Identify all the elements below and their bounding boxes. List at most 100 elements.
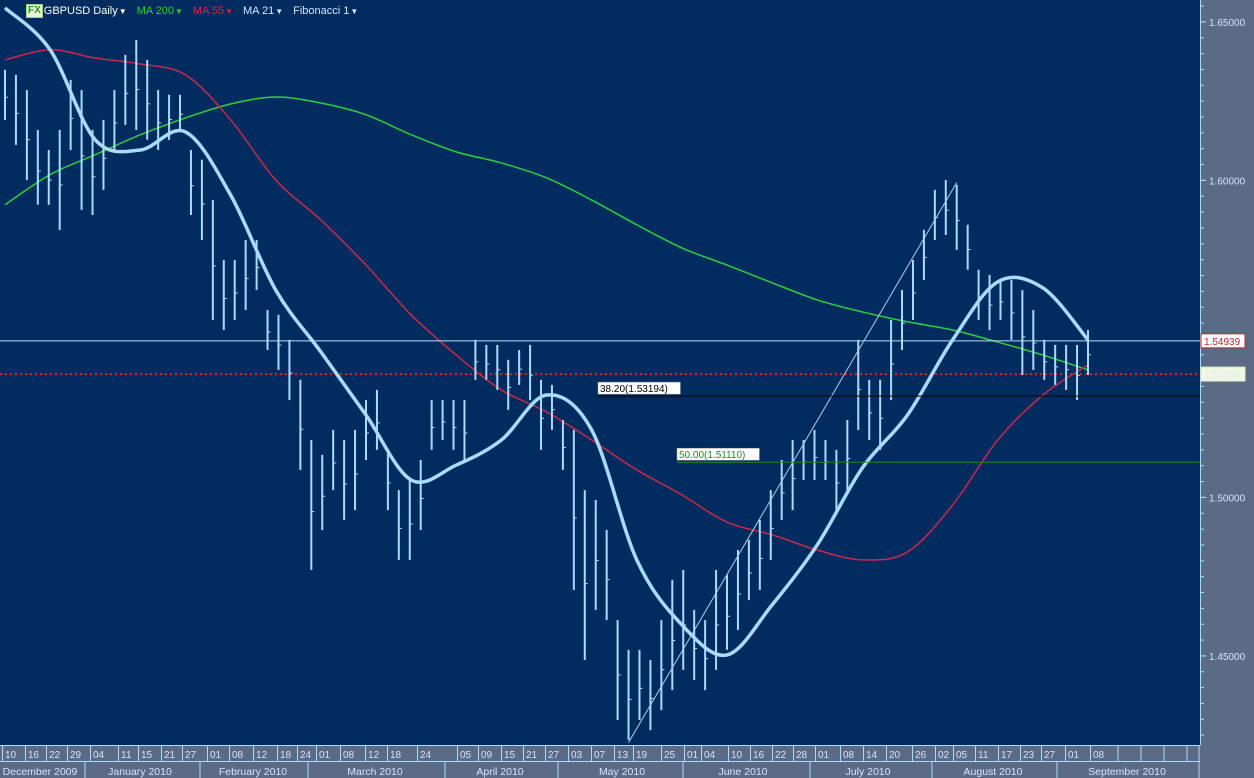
fibonacci-label-box: [676, 447, 760, 461]
time-axis-day-label: 05: [460, 750, 472, 761]
time-axis-day-label: 27: [548, 750, 560, 761]
time-axis-day-label: 01: [210, 750, 222, 761]
time-axis-day-label: 20: [889, 750, 901, 761]
price-axis-label: 1.45000: [1209, 652, 1246, 663]
time-axis-month-label: June 2010: [718, 766, 767, 778]
price-tag-label: 1.53890: [1204, 370, 1241, 381]
time-axis-day-label: 08: [343, 750, 355, 761]
fx-badge-icon: FX: [26, 4, 43, 18]
time-axis-day-label: 27: [1044, 750, 1056, 761]
time-axis-month-label: January 2010: [108, 766, 172, 778]
time-axis-day-label: 10: [731, 750, 743, 761]
time-axis-day-label: 13: [617, 750, 629, 761]
time-axis-day-label: 16: [28, 750, 40, 761]
caret-down-icon: ▼: [275, 7, 284, 16]
symbol-label: GBPUSD Daily: [43, 5, 118, 17]
indicator-ma200-menu[interactable]: MA 200▼: [137, 5, 183, 17]
time-axis-day-label: 07: [594, 750, 606, 761]
indicator-fibonacci-menu[interactable]: Fibonacci 1▼: [293, 5, 358, 17]
time-axis[interactable]: 10 16 22 29 04 11 15 21 27 01 08 12 18 24 01 08 12 18 24 05…: [0, 745, 1254, 778]
time-axis-day-label: 04: [704, 750, 716, 761]
time-axis-day-label: 15: [504, 750, 516, 761]
ma-55-line: [4, 49, 1089, 561]
time-axis-month-label: December 2009: [3, 766, 78, 778]
indicator-label: MA 55: [192, 5, 225, 17]
time-axis-day-label: 24: [420, 750, 432, 761]
time-axis-day-label: 05: [956, 750, 968, 761]
time-axis-day-label: 22: [49, 750, 61, 761]
time-axis-day-label: 23: [1023, 750, 1035, 761]
time-axis-day-label: 04: [93, 750, 105, 761]
plot-area[interactable]: [0, 0, 1200, 745]
time-axis-day-label: 08: [232, 750, 244, 761]
time-axis-day-label: 16: [753, 750, 765, 761]
price-axis-label: 1.60000: [1209, 176, 1246, 187]
time-axis-month-label: July 2010: [846, 766, 891, 778]
price-tag: [1200, 366, 1246, 382]
price-tag: [1200, 333, 1246, 349]
time-axis-day-label: 18: [390, 750, 402, 761]
indicator-label: MA 200: [136, 5, 174, 17]
time-axis-day-label: 12: [368, 750, 380, 761]
ma-55-layer: [4, 49, 1089, 561]
time-axis-day-label: 01: [687, 750, 699, 761]
time-axis-day-label: 15: [141, 750, 153, 761]
time-axis-day-label: 22: [775, 750, 787, 761]
time-axis-day-label: 01: [1068, 750, 1080, 761]
time-axis-day-label: 08: [843, 750, 855, 761]
time-axis-day-label: 26: [915, 750, 927, 761]
caret-down-icon: ▼: [174, 7, 183, 16]
ma-21-line: [3, 6, 1090, 658]
ma-200-line: [4, 96, 1089, 371]
fibonacci-level-label: 50.00(1.51110): [679, 450, 745, 461]
time-axis-day-label: 21: [526, 750, 538, 761]
indicator-ma21-menu[interactable]: MA 21▼: [243, 5, 283, 17]
time-axis-day-label: 25: [664, 750, 676, 761]
time-axis-day-label: 03: [571, 750, 583, 761]
price-tag-label: 1.54939: [1204, 337, 1241, 348]
fibonacci-level-label: 38.20(1.53194): [600, 384, 668, 395]
time-axis-day-label: 02: [938, 750, 950, 761]
ma-21-layer: [3, 6, 1090, 658]
price-axis-label: 1.50000: [1209, 493, 1246, 504]
time-axis-month-label: August 2010: [964, 766, 1023, 778]
time-axis-day-label: 11: [121, 750, 132, 761]
caret-down-icon: ▼: [350, 7, 359, 16]
time-axis-day-label: 21: [164, 750, 176, 761]
price-axis-label: 1.65000: [1209, 18, 1246, 29]
price-lines-layer: [0, 340, 1200, 376]
time-axis-day-label: 12: [256, 750, 268, 761]
time-axis-day-label: 01: [818, 750, 830, 761]
fibonacci-layer: 38.20(1.53194) 50.00(1.51110): [597, 182, 1200, 743]
time-axis-month-label: March 2010: [347, 766, 403, 778]
indicator-label: Fibonacci 1: [293, 5, 350, 17]
time-axis-day-label: 10: [5, 750, 17, 761]
time-axis-day-label: 27: [185, 750, 197, 761]
time-axis-day-label: 19: [636, 750, 648, 761]
time-axis-day-label: 08: [1093, 750, 1105, 761]
indicator-label: MA 21: [243, 5, 275, 17]
caret-down-icon: ▼: [118, 7, 127, 16]
time-axis-month-label: April 2010: [476, 766, 523, 778]
indicator-ma55-menu[interactable]: MA 55▼: [193, 5, 233, 17]
caret-down-icon: ▼: [225, 7, 234, 16]
time-axis-day-label: 18: [280, 750, 292, 761]
time-axis-day-label: 29: [70, 750, 82, 761]
symbol-menu[interactable]: GBPUSD Daily▼: [44, 5, 127, 17]
time-axis-day-label: 17: [1001, 750, 1013, 761]
price-axis[interactable]: 1.65000 1.60000 1.50000 1.45000 1.54939 1.538…: [1200, 0, 1254, 778]
time-axis-day-label: 24: [300, 750, 312, 761]
time-axis-month-label: September 2010: [1088, 766, 1166, 778]
time-axis-day-label: 28: [796, 750, 808, 761]
chart-legend: FX GBPUSD Daily▼ MA 200▼ MA 55▼ MA 21▼ F…: [26, 3, 368, 19]
time-axis-day-label: 09: [481, 750, 493, 761]
time-axis-day-label: 14: [866, 750, 878, 761]
time-axis-day-label: 01: [319, 750, 331, 761]
fibonacci-label-box: [597, 381, 681, 395]
price-axis-background[interactable]: [1200, 0, 1254, 778]
time-axis-day-label: 11: [978, 750, 989, 761]
ma-200-layer: [4, 96, 1089, 371]
time-axis-month-label: February 2010: [219, 766, 287, 778]
